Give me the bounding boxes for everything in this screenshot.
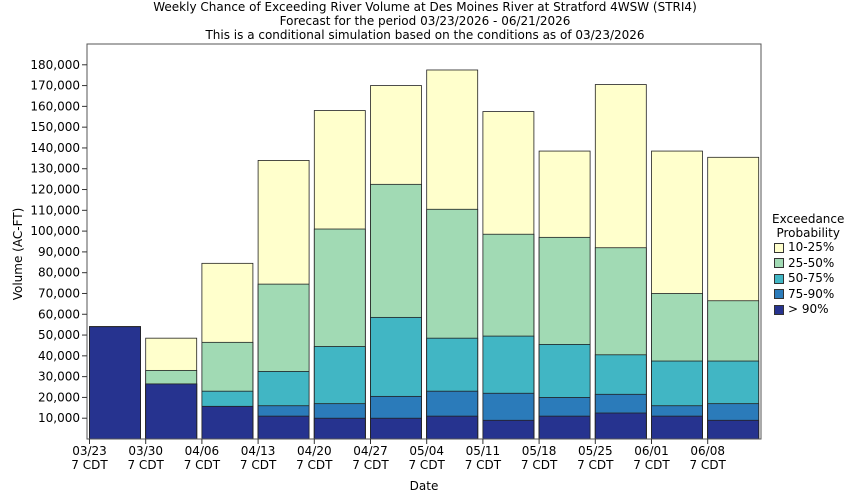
legend-items: 10-25% 25-50% 50-75% 75-90% > 90% — [772, 240, 844, 318]
legend-label: 50-75% — [788, 271, 835, 286]
x-tick-sublabel: 7 CDT — [577, 458, 614, 472]
bar-05-04-90 — [426, 415, 479, 440]
y-tick-label: 140,000 — [30, 141, 80, 155]
x-tick-sublabel: 7 CDT — [127, 458, 164, 472]
bar-05-25-90 — [594, 412, 647, 440]
legend-title-line-2: Probability — [776, 226, 840, 240]
x-tick-label: 06/01 — [634, 444, 669, 458]
axes-layer: 10,000 20,000 30,000 40,000 50,000 60,000 70,0… — [30, 43, 762, 472]
x-tick-label: 05/18 — [522, 444, 557, 458]
legend-item: 75-90% — [772, 287, 844, 303]
y-tick-label: 10,000 — [38, 411, 80, 425]
y-tick-label: 50,000 — [38, 328, 80, 342]
x-tick-sublabel: 7 CDT — [240, 458, 277, 472]
chart-title-line-2: Forecast for the period 03/23/2026 - 06/… — [279, 14, 571, 28]
y-tick-label: 110,000 — [30, 203, 80, 217]
bar-04-27-90 — [370, 417, 422, 440]
x-tick-label: 06/08 — [690, 444, 725, 458]
bar-04-13-90 — [257, 415, 310, 440]
legend-item: > 90% — [772, 302, 844, 318]
legend: Exceedance Probability 10-25% 25-50% 50-75… — [772, 212, 844, 318]
x-tick-sublabel: 7 CDT — [689, 458, 726, 472]
y-tick-label: 20,000 — [38, 390, 80, 404]
y-tick-label: 160,000 — [30, 99, 80, 113]
x-tick-sublabel: 7 CDT — [184, 458, 221, 472]
chart-title-line-3: This is a conditional simulation based o… — [205, 28, 645, 42]
bar-05-11-90 — [482, 419, 535, 440]
y-tick-label: 30,000 — [38, 370, 80, 384]
legend-label: 25-50% — [788, 255, 835, 270]
x-tick-sublabel: 7 CDT — [352, 458, 389, 472]
x-tick-sublabel: 7 CDT — [296, 458, 333, 472]
x-tick-sublabel: 7 CDT — [633, 458, 670, 472]
y-axis-label: Volume (AC-FT) — [11, 208, 25, 301]
y-tick-label: 90,000 — [38, 245, 80, 259]
x-axis-label: Date — [410, 479, 439, 493]
bar-03-23-90 — [89, 326, 141, 440]
legend-swatch — [774, 304, 784, 315]
x-tick-label: 04/27 — [353, 444, 388, 458]
plot-frame — [86, 43, 762, 440]
y-tick-label: 170,000 — [30, 79, 80, 93]
bar-04-06-90 — [201, 405, 254, 440]
legend-title-line-1: Exceedance — [772, 212, 845, 226]
x-tick-label: 05/25 — [578, 444, 613, 458]
bars-layer — [89, 69, 760, 440]
bar-06-08-90 — [707, 419, 760, 440]
y-tick-label: 100,000 — [30, 224, 80, 238]
bar-04-20-90 — [313, 417, 366, 440]
chart-title-line-1: Weekly Chance of Exceeding River Volume … — [153, 0, 697, 14]
legend-item: 25-50% — [772, 256, 844, 272]
x-tick-label: 04/20 — [297, 444, 332, 458]
y-tick-label: 120,000 — [30, 183, 80, 197]
y-tick-label: 130,000 — [30, 162, 80, 176]
y-tick-label: 40,000 — [38, 349, 80, 363]
x-tick-label: 04/13 — [241, 444, 276, 458]
y-tick-label: 150,000 — [30, 120, 80, 134]
legend-label: 10-25% — [788, 240, 835, 255]
y-tick-label: 70,000 — [38, 286, 80, 300]
x-tick-sublabel: 7 CDT — [408, 458, 445, 472]
x-tick-label: 03/30 — [128, 444, 163, 458]
x-tick-label: 04/06 — [185, 444, 220, 458]
legend-label: > 90% — [788, 302, 829, 317]
x-tick-sublabel: 7 CDT — [71, 458, 108, 472]
x-tick-label: 05/11 — [466, 444, 501, 458]
x-tick-sublabel: 7 CDT — [521, 458, 558, 472]
legend-swatch — [774, 289, 784, 300]
legend-item: 10-25% — [772, 240, 844, 256]
legend-swatch — [774, 273, 784, 284]
bar-03-30-90 — [145, 383, 198, 440]
legend-label: 75-90% — [788, 286, 835, 301]
y-tick-label: 180,000 — [30, 58, 80, 72]
bar-06-01-90 — [651, 415, 703, 440]
x-tick-sublabel: 7 CDT — [465, 458, 502, 472]
y-tick-label: 60,000 — [38, 307, 80, 321]
legend-item: 50-75% — [772, 271, 844, 287]
y-tick-label: 80,000 — [38, 266, 80, 280]
x-tick-label: 05/04 — [409, 444, 444, 458]
bar-05-18-90 — [538, 415, 591, 440]
legend-swatch — [774, 258, 784, 269]
x-tick-label: 03/23 — [72, 444, 107, 458]
legend-swatch — [774, 242, 784, 253]
